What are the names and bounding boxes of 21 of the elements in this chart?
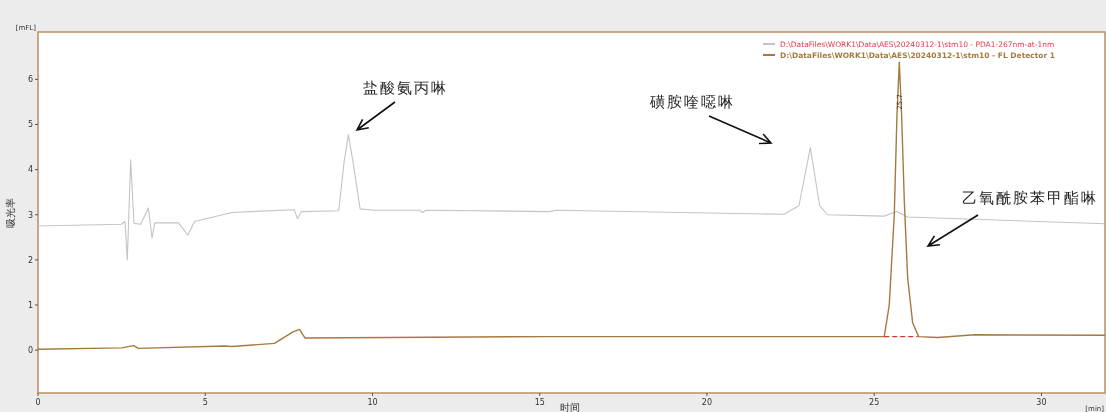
x-tick-label: 0 <box>35 398 41 407</box>
x-tick-label: 15 <box>534 398 545 407</box>
y-tick-label: 5 <box>27 120 33 130</box>
y-tick-label: 0 <box>27 345 33 355</box>
x-tick-label: 20 <box>701 398 713 407</box>
y-axis-title: 吸光率 <box>5 197 16 228</box>
x-tick-label: 25 <box>869 398 880 407</box>
y-tick-label: 2 <box>27 255 33 265</box>
x-axis-title: 时间 <box>560 402 580 412</box>
annotation: 盐酸氨丙啉 <box>362 79 448 98</box>
annotation: 乙氧酰胺苯甲酯啉 <box>962 189 1098 208</box>
y-tick-label: 4 <box>27 165 33 175</box>
y-tick-label: 3 <box>27 210 33 220</box>
line-series <box>37 61 1106 350</box>
x-tick-label: 5 <box>202 398 208 407</box>
y-tick-label: 6 <box>27 75 33 85</box>
y-tick-label: 1 <box>27 300 33 310</box>
x-tick-label: 30 <box>1036 398 1047 407</box>
annotation: 磺胺喹噁啉 <box>648 93 735 112</box>
x-tick-label: 10 <box>367 398 378 407</box>
line-series <box>37 134 1106 261</box>
